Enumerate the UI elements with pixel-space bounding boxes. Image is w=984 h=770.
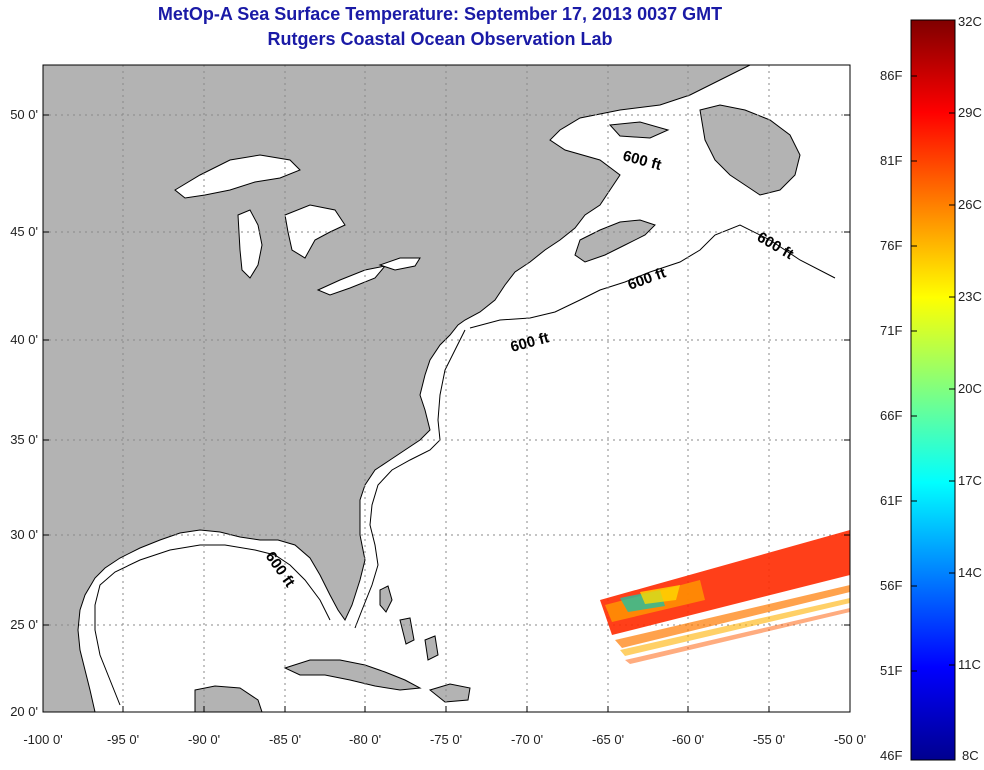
- lake-ontario: [378, 257, 421, 271]
- lat-label-20: 20 0': [10, 704, 38, 719]
- lon-label-50: -50 0': [833, 732, 867, 747]
- colorbar-c-label-26: 26C: [958, 197, 982, 212]
- colorbar-f-label-66: 66F: [880, 408, 903, 423]
- lat-label-30: 30 0': [10, 527, 38, 542]
- north-america-land: [43, 65, 751, 712]
- lake-michigan: [237, 209, 263, 279]
- lon-label-75: -75 0': [429, 732, 463, 747]
- lon-label-55: -55 0': [752, 732, 786, 747]
- colorbar-c-label-23: 23C: [958, 289, 982, 304]
- colorbar: [910, 19, 956, 761]
- colorbar-c-label-11: 11C: [958, 657, 981, 672]
- colorbar-ticks: [911, 75, 955, 672]
- lon-label-60: -60 0': [671, 732, 705, 747]
- colorbar-f-label-81: 81F: [880, 153, 903, 168]
- lat-label-25: 25 0': [10, 617, 38, 632]
- lake-superior: [174, 154, 301, 199]
- bahamas: [379, 585, 439, 661]
- colorbar-f-label-76: 76F: [880, 238, 903, 253]
- colorbar-f-label-46: 46F: [880, 748, 903, 763]
- colorbar-f-label-71: 71F: [880, 323, 903, 338]
- hispaniola: [428, 683, 471, 703]
- lon-label-95: -95 0': [106, 732, 140, 747]
- lon-label-100: -100 0': [23, 732, 63, 747]
- lake-erie: [316, 265, 387, 296]
- colorbar-c-label-32: 32C: [958, 14, 982, 29]
- anticosti: [608, 121, 670, 139]
- nova-scotia: [574, 219, 656, 263]
- lat-label-50: 50 0': [10, 107, 38, 122]
- colorbar-f-label-86: 86F: [880, 68, 903, 83]
- lat-label-40: 40 0': [10, 332, 38, 347]
- lon-label-80: -80 0': [348, 732, 382, 747]
- colorbar-c-label-29: 29C: [958, 105, 982, 120]
- depth-contour-600ft: [94, 224, 836, 706]
- lon-label-65: -65 0': [591, 732, 625, 747]
- lat-label-35: 35 0': [10, 432, 38, 447]
- newfoundland: [699, 104, 801, 196]
- lon-label-70: -70 0': [510, 732, 544, 747]
- axis-ticks: [43, 114, 850, 712]
- colorbar-c-label-17: 17C: [958, 473, 982, 488]
- lon-label-85: -85 0': [268, 732, 302, 747]
- cuba: [283, 659, 422, 691]
- colorbar-c-label-8: 8C: [962, 748, 979, 763]
- colorbar-f-label-56: 56F: [880, 578, 903, 593]
- map-subtitle: Rutgers Coastal Ocean Observation Lab: [267, 29, 613, 49]
- colorbar-c-label-20: 20C: [958, 381, 982, 396]
- lat-label-45: 45 0': [10, 224, 38, 239]
- yucatan: [194, 685, 263, 712]
- lon-label-90: -90 0': [187, 732, 221, 747]
- colorbar-f-label-61: 61F: [880, 493, 903, 508]
- sst-swath: [600, 530, 850, 664]
- map-title: MetOp-A Sea Surface Temperature: Septemb…: [157, 4, 723, 24]
- colorbar-f-label-51: 51F: [880, 663, 903, 678]
- colorbar-c-label-14: 14C: [958, 565, 982, 580]
